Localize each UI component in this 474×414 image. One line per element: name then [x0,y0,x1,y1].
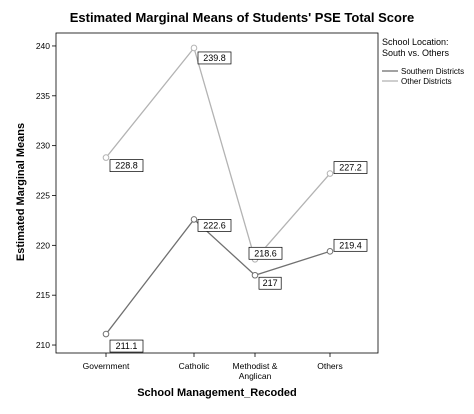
y-axis-title: Estimated Marginal Means [15,123,27,261]
y-axis: 210 215 220 225 230 235 240 [36,41,56,350]
data-label-box [258,276,282,290]
x-tick-label: Others [317,361,343,371]
data-point [251,271,259,279]
data-label: 227.2 [333,161,368,174]
legend: School Location: South vs. Others Southe… [382,37,464,86]
data-label: 222.6 [197,219,232,232]
y-tick-label: 220 [36,240,50,250]
data-point [190,216,198,223]
y-tick-label: 240 [36,41,50,51]
y-tick-label: 230 [36,141,50,151]
x-tick-label: Methodist & Anglican [233,361,278,381]
data-label-box [197,51,232,65]
x-axis: Government Catholic Methodist & Anglican Oth… [83,353,343,381]
data-label-text: 211.1 [116,341,138,351]
x-tick-label: Government [83,361,130,371]
plot-area [55,32,379,354]
data-label-box [333,238,368,252]
series-lines [105,46,331,335]
y-tick-label: 215 [36,290,50,300]
data-point [326,170,334,177]
data-label-box [109,159,144,172]
chart-title: Estimated Marginal Means of Students' PS… [70,10,415,25]
data-label-box [248,246,283,260]
series-line [105,218,331,335]
y-tick-label: 235 [36,91,50,101]
legend-title: South vs. Others [382,48,450,58]
x-tick-label: Catholic [179,361,210,371]
data-label-box [109,339,144,353]
data-label: 217 [258,276,282,290]
data-label-box [197,219,232,232]
data-label-text: 222.6 [203,220,226,230]
data-point [326,248,334,255]
data-point [102,330,110,338]
data-labels: 211.1 222.6 217 219.4 228.8 239.8 218.6 227.2 [109,51,368,353]
data-label-text: 218.6 [254,248,277,258]
data-label-text: 227.2 [339,163,362,173]
data-label: 218.6 [248,246,283,260]
legend-entry: Other Districts [401,77,452,86]
data-label: 211.1 [109,339,144,353]
data-label: 239.8 [197,51,232,65]
legend-entry: Southern Districts [401,67,464,76]
data-label-text: 217 [263,278,278,288]
series-line [105,46,331,261]
y-tick-label: 210 [36,340,50,350]
data-label-text: 239.8 [203,53,226,63]
data-point [190,44,198,52]
x-axis-title: School Management_Recoded [137,387,297,399]
data-label: 219.4 [333,238,368,252]
data-label: 228.8 [109,159,144,172]
data-point [102,154,110,161]
data-label-box [333,161,368,174]
data-label-text: 219.4 [339,240,362,250]
legend-title: School Location: [382,37,449,47]
data-label-text: 228.8 [115,161,138,171]
y-tick-label: 225 [36,190,50,200]
